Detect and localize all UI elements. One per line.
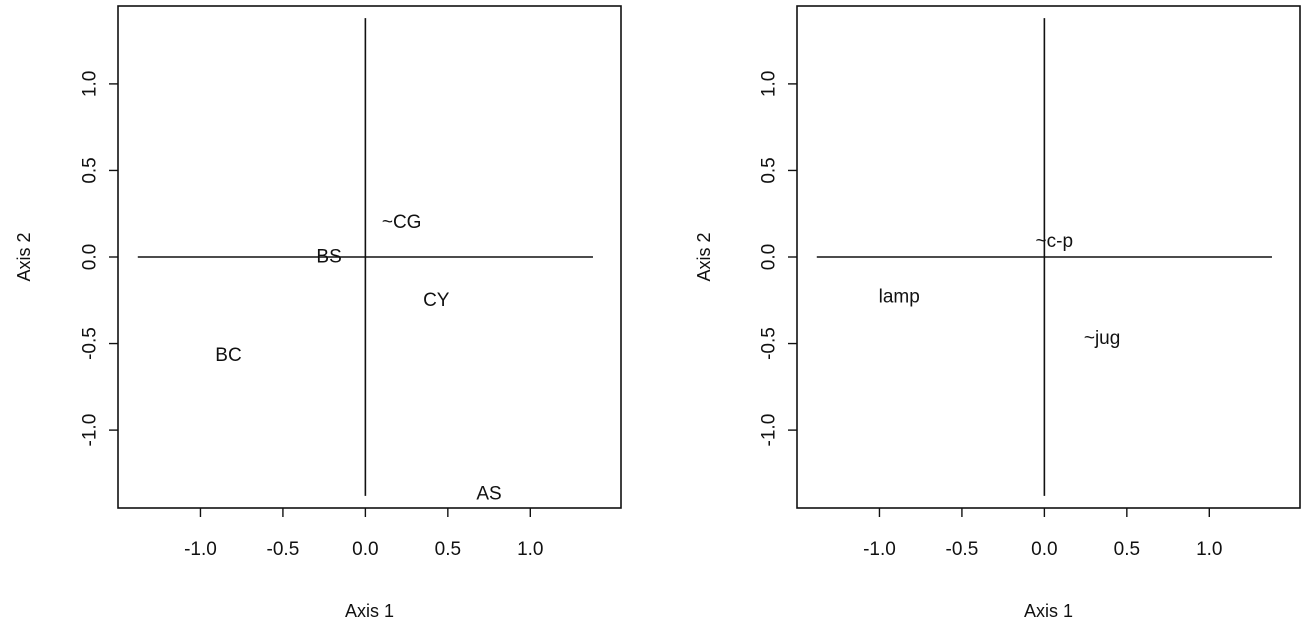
x-axis-title: Axis 1: [1024, 601, 1073, 621]
y-tick-label: 0.5: [759, 157, 780, 183]
x-tick-label: 0.5: [435, 539, 461, 560]
point-label: ~c-p: [1036, 231, 1074, 252]
y-tick-label: 1.0: [759, 71, 780, 97]
y-tick-label: 0.0: [80, 244, 101, 270]
point-label: AS: [476, 484, 501, 505]
y-tick-label: -1.0: [80, 414, 101, 447]
x-tick-label: -1.0: [184, 539, 217, 560]
y-tick-label: 0.0: [759, 244, 780, 270]
point-label: ~jug: [1084, 328, 1120, 349]
y-axis-title: Axis 2: [694, 232, 714, 281]
right-ordination-panel: -1.0 -0.5 0.0 0.5 1.0 -1.0 -0.5 0.0 0.5 1.0 Axis 1…: [694, 5, 1301, 621]
x-tick-label: -1.0: [863, 539, 896, 560]
point-label: lamp: [879, 286, 920, 307]
point-label: CY: [423, 290, 450, 311]
x-tick-label: -0.5: [267, 539, 300, 560]
point-label: BC: [215, 345, 241, 366]
x-tick-label: 0.0: [1031, 539, 1057, 560]
point-label: BS: [316, 247, 341, 268]
left-ordination-panel: -1.0 -0.5 0.0 0.5 1.0 -1.0 -0.5 0.0 0.5 1.0 Axis 1…: [14, 5, 622, 621]
x-tick-label: 1.0: [517, 539, 543, 560]
x-axis-title: Axis 1: [345, 601, 394, 621]
point-label: ~CG: [382, 212, 422, 233]
y-tick-label: -0.5: [759, 327, 780, 360]
x-tick-label: 0.5: [1114, 539, 1140, 560]
y-tick-label: 1.0: [80, 71, 101, 97]
x-tick-label: 0.0: [352, 539, 378, 560]
x-tick-label: 1.0: [1196, 539, 1222, 560]
y-tick-label: -0.5: [80, 327, 101, 360]
y-axis-title: Axis 2: [14, 232, 34, 281]
x-tick-label: -0.5: [946, 539, 979, 560]
y-tick-label: 0.5: [80, 157, 101, 183]
y-tick-label: -1.0: [759, 414, 780, 447]
